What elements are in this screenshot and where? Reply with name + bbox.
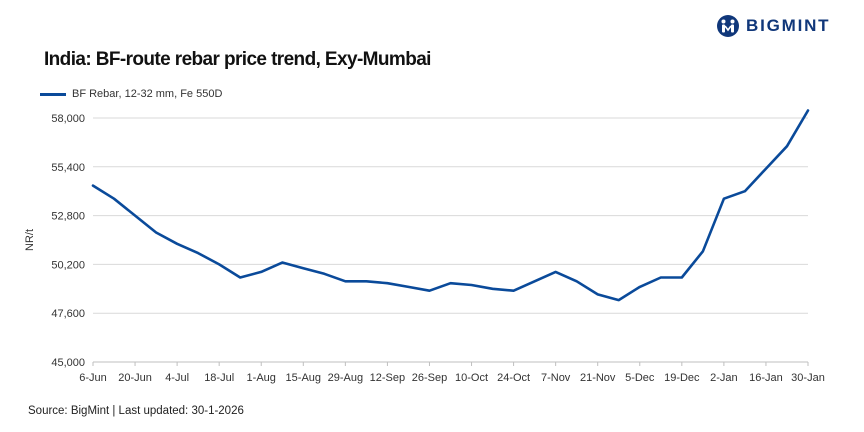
gridlines xyxy=(93,117,808,314)
x-tick-label: 26-Sep xyxy=(412,372,447,384)
y-tick-label: 47,600 xyxy=(51,308,85,320)
y-tick-label: 55,400 xyxy=(51,162,85,174)
x-tick-label: 4-Jul xyxy=(165,372,189,384)
x-tick-label: 29-Aug xyxy=(328,372,363,384)
x-tick-label: 7-Nov xyxy=(541,372,571,384)
y-axis-ticks: 45,000 47,600 50,200 52,800 55,400 58,000 xyxy=(51,113,85,369)
x-tick-label: 12-Sep xyxy=(370,372,405,384)
x-tick-label: 20-Jun xyxy=(118,372,152,384)
x-tick-label: 24-Oct xyxy=(497,372,530,384)
y-tick-label: 50,200 xyxy=(51,259,85,271)
x-tick-label: 5-Dec xyxy=(625,372,655,384)
chart-legend: BF Rebar, 12-32 mm, Fe 550D xyxy=(40,88,222,100)
x-tick-label: 21-Nov xyxy=(580,372,616,384)
brand-name: BIGMINT xyxy=(746,16,831,35)
x-tick-label: 30-Jan xyxy=(791,372,825,384)
y-tick-label: 45,000 xyxy=(51,357,85,369)
bigmint-logo-icon xyxy=(717,15,739,37)
x-tick-label: 15-Aug xyxy=(286,372,321,384)
x-tick-label: 18-Jul xyxy=(204,372,234,384)
source-note: Source: BigMint | Last updated: 30-1-202… xyxy=(28,405,244,417)
legend-swatch xyxy=(40,92,66,96)
series-line-bf-rebar xyxy=(91,109,810,302)
y-axis-label: NR/t xyxy=(24,229,36,251)
x-tick-label: 6-Jun xyxy=(79,372,107,384)
x-tick-label: 1-Aug xyxy=(247,372,276,384)
brand-logo: BIGMINT xyxy=(716,14,830,38)
x-tick-label: 16-Jan xyxy=(749,372,783,384)
x-tick-label: 10-Oct xyxy=(455,372,488,384)
x-tick-label: 19-Dec xyxy=(664,372,700,384)
legend-label: BF Rebar, 12-32 mm, Fe 550D xyxy=(72,88,223,100)
y-tick-label: 52,800 xyxy=(51,211,85,223)
x-axis-ticks: 6-Jun 20-Jun 4-Jul 18-Jul 1-Aug 15-Aug 29-Aug 1… xyxy=(79,362,825,384)
chart-title: India: BF-route rebar price trend, Exy-M… xyxy=(44,49,431,70)
y-tick-label: 58,000 xyxy=(51,113,85,125)
x-tick-label: 2-Jan xyxy=(710,372,738,384)
